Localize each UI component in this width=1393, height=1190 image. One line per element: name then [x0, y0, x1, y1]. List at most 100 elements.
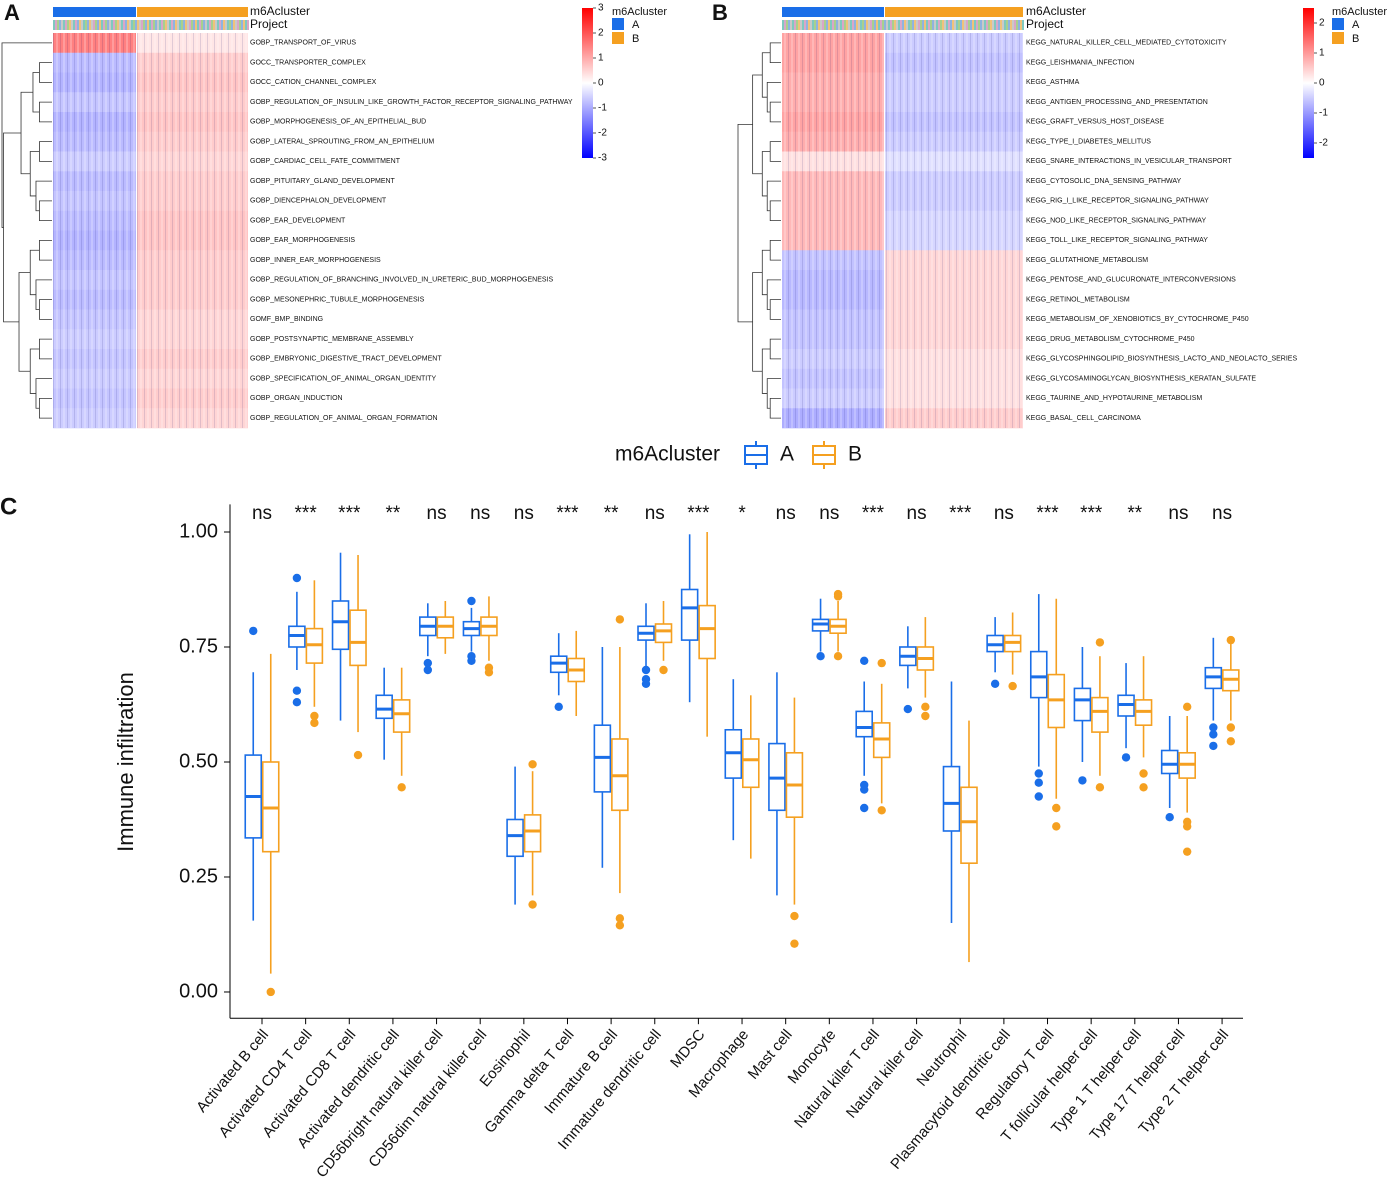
- color-tick-label: -2: [598, 128, 607, 139]
- row-label: GOBP_ORGAN_INDUCTION: [250, 395, 343, 402]
- project-bar: [197, 20, 199, 30]
- outlier: [1209, 723, 1218, 732]
- outlier: [310, 711, 319, 721]
- project-bar: [838, 20, 840, 30]
- project-bar: [826, 20, 828, 30]
- project-bar: [219, 20, 221, 30]
- outlier: [310, 718, 319, 728]
- box: [375, 694, 393, 720]
- legend-swatch: [612, 18, 624, 30]
- project-bar: [73, 20, 75, 30]
- x-tick-label: Regulatory T cell: [973, 1026, 1058, 1123]
- row-label: KEGG_METABOLISM_OF_XENOBIOTICS_BY_CYTOCH…: [1026, 316, 1249, 323]
- project-bar: [892, 20, 894, 30]
- project-bar: [177, 20, 179, 30]
- project-bar: [143, 20, 145, 30]
- project-bar: [798, 20, 800, 30]
- outlier: [1165, 812, 1174, 822]
- outlier: [1008, 681, 1017, 691]
- project-bar: [864, 20, 866, 30]
- project-bar: [135, 20, 137, 30]
- outlier: [1034, 769, 1043, 778]
- project-bar: [245, 20, 247, 30]
- significance-label: ns: [776, 503, 796, 524]
- cluster-bar: [53, 7, 136, 17]
- annotation-label: Project: [250, 17, 288, 31]
- project-bar: [215, 20, 217, 30]
- project-bar: [902, 20, 904, 30]
- outlier: [1139, 769, 1148, 778]
- outlier: [423, 665, 433, 675]
- dendrogram: [761, 52, 771, 98]
- outlier: [397, 783, 406, 792]
- project-bar: [958, 20, 960, 30]
- project-bar: [972, 20, 974, 30]
- project-bar: [874, 20, 876, 30]
- project-bar: [113, 20, 115, 30]
- project-bar: [99, 20, 101, 30]
- dendrogram: [766, 279, 781, 310]
- dendrogram: [39, 62, 52, 83]
- project-bar: [894, 20, 896, 30]
- project-bar: [1008, 20, 1010, 30]
- dendrogram: [769, 42, 781, 64]
- row-label: KEGG_GRAFT_VERSUS_HOST_DISEASE: [1026, 119, 1164, 126]
- project-bar: [75, 20, 77, 30]
- project-bar: [119, 20, 121, 30]
- row-label: KEGG_GLYCOSPHINGOLIPID_BIOSYNTHESIS_LACT…: [1026, 356, 1297, 363]
- color-tick-label: 2: [598, 28, 604, 39]
- outlier: [860, 803, 869, 813]
- color-bar: [582, 8, 593, 158]
- box: [392, 699, 411, 733]
- project-bar: [940, 20, 942, 30]
- row-label: KEGG_CYTOSOLIC_DNA_SENSING_PATHWAY: [1026, 178, 1182, 185]
- dendrogram: [35, 279, 52, 310]
- significance-label: ns: [645, 503, 665, 524]
- project-bar: [89, 20, 91, 30]
- project-bar: [63, 20, 65, 30]
- row-label: GOBP_DIENCEPHALON_DEVELOPMENT: [250, 198, 387, 205]
- project-bar: [920, 20, 922, 30]
- project-bar: [914, 20, 916, 30]
- outlier: [1226, 635, 1236, 645]
- project-bar: [115, 20, 117, 30]
- color-bar: [1303, 8, 1314, 158]
- project-bar: [886, 20, 888, 30]
- box: [349, 609, 367, 667]
- outlier: [877, 658, 886, 668]
- project-bar: [107, 20, 109, 30]
- project-bar: [97, 20, 99, 30]
- dendrogram: [769, 338, 781, 360]
- project-bar: [926, 20, 928, 30]
- row-label: GOBP_EMBRYONIC_DIGESTIVE_TRACT_DEVELOPME…: [250, 356, 442, 363]
- legend-label: B: [632, 33, 639, 45]
- project-bar: [910, 20, 912, 30]
- outlier: [1078, 776, 1087, 785]
- project-bar: [834, 20, 836, 30]
- color-tick-label: -2: [1319, 138, 1328, 149]
- project-bar: [1012, 20, 1014, 30]
- project-bar: [161, 20, 163, 30]
- color-tick-label: 1: [598, 53, 604, 64]
- project-bar: [183, 20, 185, 30]
- outlier: [641, 665, 651, 675]
- outlier: [554, 702, 563, 711]
- project-bar: [149, 20, 151, 30]
- significance-label: ***: [556, 503, 579, 524]
- project-bar: [992, 20, 994, 30]
- project-bar: [808, 20, 810, 30]
- dendrogram: [39, 101, 52, 123]
- project-bar: [117, 20, 119, 30]
- project-bar: [858, 20, 860, 30]
- project-bar: [882, 20, 884, 30]
- project-bar: [213, 20, 215, 30]
- project-bar: [890, 20, 892, 30]
- project-bar: [860, 20, 862, 30]
- legend-title: m6Acluster: [612, 6, 667, 18]
- outlier: [659, 665, 668, 675]
- color-tick-label: 1: [1319, 48, 1325, 59]
- project-bar: [169, 20, 171, 30]
- outlier: [353, 750, 363, 760]
- row-label: GOBP_CARDIAC_CELL_FATE_COMMITMENT: [250, 158, 401, 165]
- dendrogram: [32, 72, 40, 113]
